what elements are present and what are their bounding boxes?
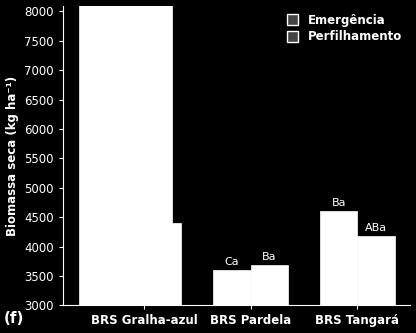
Bar: [320, 211, 357, 333]
Text: Ca: Ca: [225, 257, 239, 267]
Text: Ba: Ba: [332, 198, 346, 208]
Text: Aa: Aa: [118, 160, 132, 170]
Text: Ab: Ab: [155, 210, 170, 220]
Bar: [357, 236, 395, 333]
Text: (f): (f): [4, 311, 25, 326]
Bar: [250, 265, 288, 333]
Legend: Emergência, Perfilhamento: Emergência, Perfilhamento: [284, 11, 404, 46]
Bar: [106, 173, 144, 333]
Bar: [144, 223, 181, 333]
Bar: [79, 0, 172, 333]
Text: ABa: ABa: [365, 223, 387, 233]
Text: Ba: Ba: [262, 252, 277, 262]
Y-axis label: Biomassa seca (kg ha⁻¹): Biomassa seca (kg ha⁻¹): [5, 75, 19, 235]
Bar: [213, 270, 250, 333]
